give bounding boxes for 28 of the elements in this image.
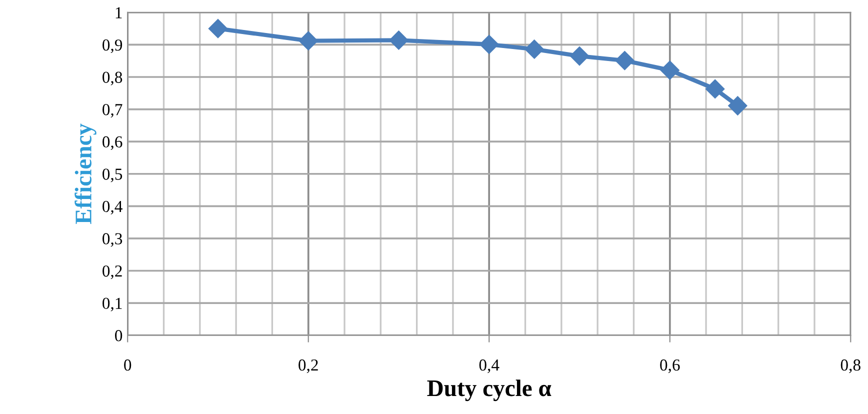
y-tick-label: 0,2 [102,265,122,280]
point [570,46,590,66]
y-tick-label: 0,4 [102,200,122,215]
x-tick-label: 0,4 [479,359,500,374]
x-tick-label: 0,2 [298,359,318,374]
point [660,60,680,80]
y-tick-label: 0,9 [102,39,122,54]
y-tick-label: 0,1 [102,298,122,312]
y-tick-label: 0,7 [102,104,122,118]
x-tick-label: 0,6 [660,359,680,374]
y-tick-label: 1 [116,7,122,18]
x-tick-label: 0 [124,359,132,371]
y-tick-label: 0,3 [102,233,122,247]
point [615,51,634,70]
point [389,30,408,50]
point [728,96,748,116]
x-axis-title: Duty cycle α [427,380,552,402]
y-tick-label: 0,5 [102,168,122,182]
point [706,79,725,98]
y-axis-title: Efficiency [74,124,96,224]
point [208,19,228,38]
point [480,34,499,54]
x-tick-label: 0,8 [840,359,860,374]
point [524,40,544,59]
point [298,31,318,50]
y-tick-label: 0,8 [102,72,122,86]
y-tick-label: 0 [115,330,122,342]
y-tick-label: 0,6 [102,136,122,150]
